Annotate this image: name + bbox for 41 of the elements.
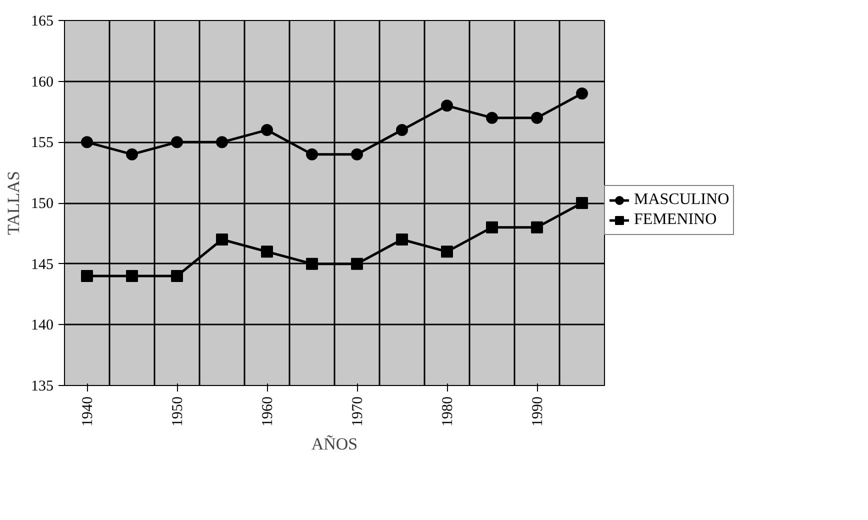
x-tick-label: 1970 [350,396,366,426]
y-tick-label: 145 [31,256,54,273]
x-tick-label: 1940 [80,396,96,426]
y-tick-label: 155 [31,135,54,152]
y-tick-label: 150 [31,196,54,212]
point [126,270,138,282]
y-tick-label: 165 [31,14,54,30]
y-tick-label: 135 [31,378,54,394]
point [351,258,363,270]
y-axis-title: TALLAS [4,171,23,235]
point [576,88,588,100]
point [396,234,408,246]
x-tick-label: 1960 [260,396,276,426]
point [441,100,453,112]
point [126,148,138,160]
point [531,221,543,234]
legend-label: MASCULINO [634,191,730,209]
x-tick-label: 1980 [440,396,456,426]
point [81,136,93,148]
point [396,124,408,136]
legend-label: FEMENINO [634,211,717,229]
y-tick-label: 160 [31,74,54,90]
point [531,112,543,124]
x-axis-title: AÑOS [311,434,358,454]
point [486,221,498,234]
x-tick-label: 1950 [170,396,186,426]
point [441,246,453,258]
point [171,136,183,148]
point [81,270,93,282]
point [216,234,228,246]
point [486,112,498,124]
point [216,136,228,148]
point [261,246,273,258]
point [576,197,588,209]
point [171,270,183,282]
point [351,148,363,160]
y-tick-label: 140 [31,318,54,334]
point [261,124,273,136]
point [306,258,318,270]
x-tick-label: 1990 [530,396,546,426]
point [306,148,318,160]
